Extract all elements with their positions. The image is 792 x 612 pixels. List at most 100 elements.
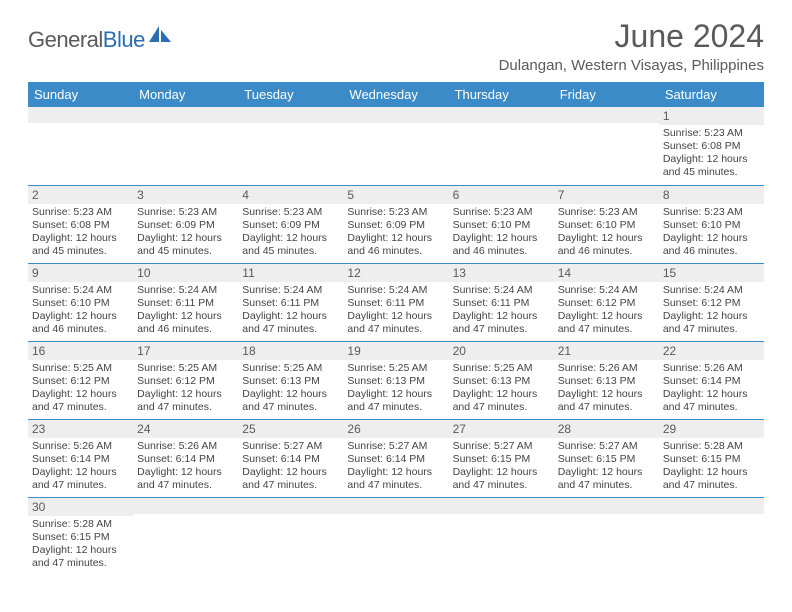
day-number: 30 (28, 498, 133, 516)
day-details: Sunrise: 5:25 AMSunset: 6:13 PMDaylight:… (449, 360, 554, 419)
location: Dulangan, Western Visayas, Philippines (499, 57, 764, 74)
day-detail-line: Sunrise: 5:25 AM (137, 362, 234, 375)
day-number (554, 107, 659, 123)
day-number: 9 (28, 264, 133, 282)
day-detail-line: Sunrise: 5:24 AM (32, 284, 129, 297)
logo: GeneralBlue (28, 24, 173, 55)
day-number: 16 (28, 342, 133, 360)
day-detail-line: Sunset: 6:11 PM (242, 297, 339, 310)
calendar-cell (659, 497, 764, 575)
day-detail-line: Daylight: 12 hours and 47 minutes. (663, 388, 760, 414)
calendar-cell: 28Sunrise: 5:27 AMSunset: 6:15 PMDayligh… (554, 419, 659, 497)
calendar-cell (554, 497, 659, 575)
day-number: 25 (238, 420, 343, 438)
day-detail-line: Daylight: 12 hours and 47 minutes. (663, 466, 760, 492)
day-number: 12 (343, 264, 448, 282)
day-detail-line: Sunset: 6:15 PM (558, 453, 655, 466)
day-detail-line: Sunset: 6:14 PM (137, 453, 234, 466)
day-number (449, 498, 554, 514)
calendar-cell (449, 107, 554, 185)
day-details: Sunrise: 5:23 AMSunset: 6:10 PMDaylight:… (554, 204, 659, 263)
weekday-header: Saturday (659, 82, 764, 107)
day-details: Sunrise: 5:24 AMSunset: 6:11 PMDaylight:… (449, 282, 554, 341)
day-details: Sunrise: 5:26 AMSunset: 6:13 PMDaylight:… (554, 360, 659, 419)
day-details: Sunrise: 5:23 AMSunset: 6:09 PMDaylight:… (133, 204, 238, 263)
day-detail-line: Sunset: 6:14 PM (663, 375, 760, 388)
calendar-cell: 16Sunrise: 5:25 AMSunset: 6:12 PMDayligh… (28, 341, 133, 419)
title-block: June 2024 Dulangan, Western Visayas, Phi… (499, 18, 764, 74)
logo-word-1: General (28, 27, 103, 52)
day-number: 20 (449, 342, 554, 360)
calendar-cell (133, 497, 238, 575)
day-detail-line: Sunrise: 5:24 AM (242, 284, 339, 297)
calendar-cell: 25Sunrise: 5:27 AMSunset: 6:14 PMDayligh… (238, 419, 343, 497)
day-number (343, 107, 448, 123)
day-number: 19 (343, 342, 448, 360)
logo-text: GeneralBlue (28, 27, 145, 53)
day-detail-line: Sunset: 6:10 PM (453, 219, 550, 232)
day-details: Sunrise: 5:26 AMSunset: 6:14 PMDaylight:… (28, 438, 133, 497)
day-detail-line: Daylight: 12 hours and 46 minutes. (663, 232, 760, 258)
day-details: Sunrise: 5:28 AMSunset: 6:15 PMDaylight:… (659, 438, 764, 497)
logo-word-2: Blue (103, 27, 145, 52)
day-detail-line: Sunrise: 5:28 AM (32, 518, 129, 531)
day-details: Sunrise: 5:24 AMSunset: 6:11 PMDaylight:… (238, 282, 343, 341)
day-number: 15 (659, 264, 764, 282)
calendar-cell: 23Sunrise: 5:26 AMSunset: 6:14 PMDayligh… (28, 419, 133, 497)
day-number: 23 (28, 420, 133, 438)
day-number (659, 498, 764, 514)
day-detail-line: Sunrise: 5:25 AM (347, 362, 444, 375)
day-details: Sunrise: 5:24 AMSunset: 6:10 PMDaylight:… (28, 282, 133, 341)
day-number: 3 (133, 186, 238, 204)
day-detail-line: Sunrise: 5:23 AM (32, 206, 129, 219)
day-number: 2 (28, 186, 133, 204)
calendar-cell: 11Sunrise: 5:24 AMSunset: 6:11 PMDayligh… (238, 263, 343, 341)
day-detail-line: Daylight: 12 hours and 46 minutes. (137, 310, 234, 336)
calendar-cell (238, 497, 343, 575)
day-detail-line: Daylight: 12 hours and 45 minutes. (242, 232, 339, 258)
day-detail-line: Sunrise: 5:27 AM (453, 440, 550, 453)
day-detail-line: Sunset: 6:14 PM (242, 453, 339, 466)
day-detail-line: Daylight: 12 hours and 46 minutes. (347, 232, 444, 258)
day-number: 27 (449, 420, 554, 438)
day-detail-line: Sunrise: 5:26 AM (137, 440, 234, 453)
day-detail-line: Sunrise: 5:27 AM (242, 440, 339, 453)
day-detail-line: Sunrise: 5:25 AM (32, 362, 129, 375)
calendar-week: 2Sunrise: 5:23 AMSunset: 6:08 PMDaylight… (28, 185, 764, 263)
day-number: 26 (343, 420, 448, 438)
day-detail-line: Daylight: 12 hours and 47 minutes. (558, 388, 655, 414)
day-detail-line: Sunrise: 5:26 AM (32, 440, 129, 453)
day-detail-line: Sunset: 6:12 PM (32, 375, 129, 388)
header: GeneralBlue June 2024 Dulangan, Western … (28, 18, 764, 74)
day-detail-line: Sunset: 6:13 PM (453, 375, 550, 388)
day-detail-line: Daylight: 12 hours and 47 minutes. (32, 544, 129, 570)
calendar-cell (133, 107, 238, 185)
day-detail-line: Sunset: 6:10 PM (663, 219, 760, 232)
day-number: 6 (449, 186, 554, 204)
day-detail-line: Daylight: 12 hours and 47 minutes. (242, 388, 339, 414)
calendar-cell: 5Sunrise: 5:23 AMSunset: 6:09 PMDaylight… (343, 185, 448, 263)
day-detail-line: Sunrise: 5:24 AM (558, 284, 655, 297)
calendar-cell: 27Sunrise: 5:27 AMSunset: 6:15 PMDayligh… (449, 419, 554, 497)
day-detail-line: Sunset: 6:11 PM (137, 297, 234, 310)
day-detail-line: Sunset: 6:13 PM (242, 375, 339, 388)
calendar-cell: 19Sunrise: 5:25 AMSunset: 6:13 PMDayligh… (343, 341, 448, 419)
calendar-cell: 15Sunrise: 5:24 AMSunset: 6:12 PMDayligh… (659, 263, 764, 341)
weekday-header: Tuesday (238, 82, 343, 107)
day-detail-line: Sunset: 6:12 PM (137, 375, 234, 388)
day-detail-line: Sunrise: 5:26 AM (663, 362, 760, 375)
day-detail-line: Daylight: 12 hours and 46 minutes. (32, 310, 129, 336)
day-detail-line: Sunrise: 5:24 AM (137, 284, 234, 297)
day-details: Sunrise: 5:23 AMSunset: 6:09 PMDaylight:… (238, 204, 343, 263)
day-detail-line: Sunset: 6:11 PM (453, 297, 550, 310)
day-details: Sunrise: 5:24 AMSunset: 6:11 PMDaylight:… (133, 282, 238, 341)
calendar-cell: 3Sunrise: 5:23 AMSunset: 6:09 PMDaylight… (133, 185, 238, 263)
calendar-week: 9Sunrise: 5:24 AMSunset: 6:10 PMDaylight… (28, 263, 764, 341)
day-detail-line: Sunrise: 5:27 AM (558, 440, 655, 453)
calendar-cell: 18Sunrise: 5:25 AMSunset: 6:13 PMDayligh… (238, 341, 343, 419)
day-details: Sunrise: 5:27 AMSunset: 6:14 PMDaylight:… (238, 438, 343, 497)
day-detail-line: Daylight: 12 hours and 46 minutes. (453, 232, 550, 258)
day-details: Sunrise: 5:26 AMSunset: 6:14 PMDaylight:… (133, 438, 238, 497)
day-number: 10 (133, 264, 238, 282)
day-detail-line: Sunset: 6:10 PM (558, 219, 655, 232)
